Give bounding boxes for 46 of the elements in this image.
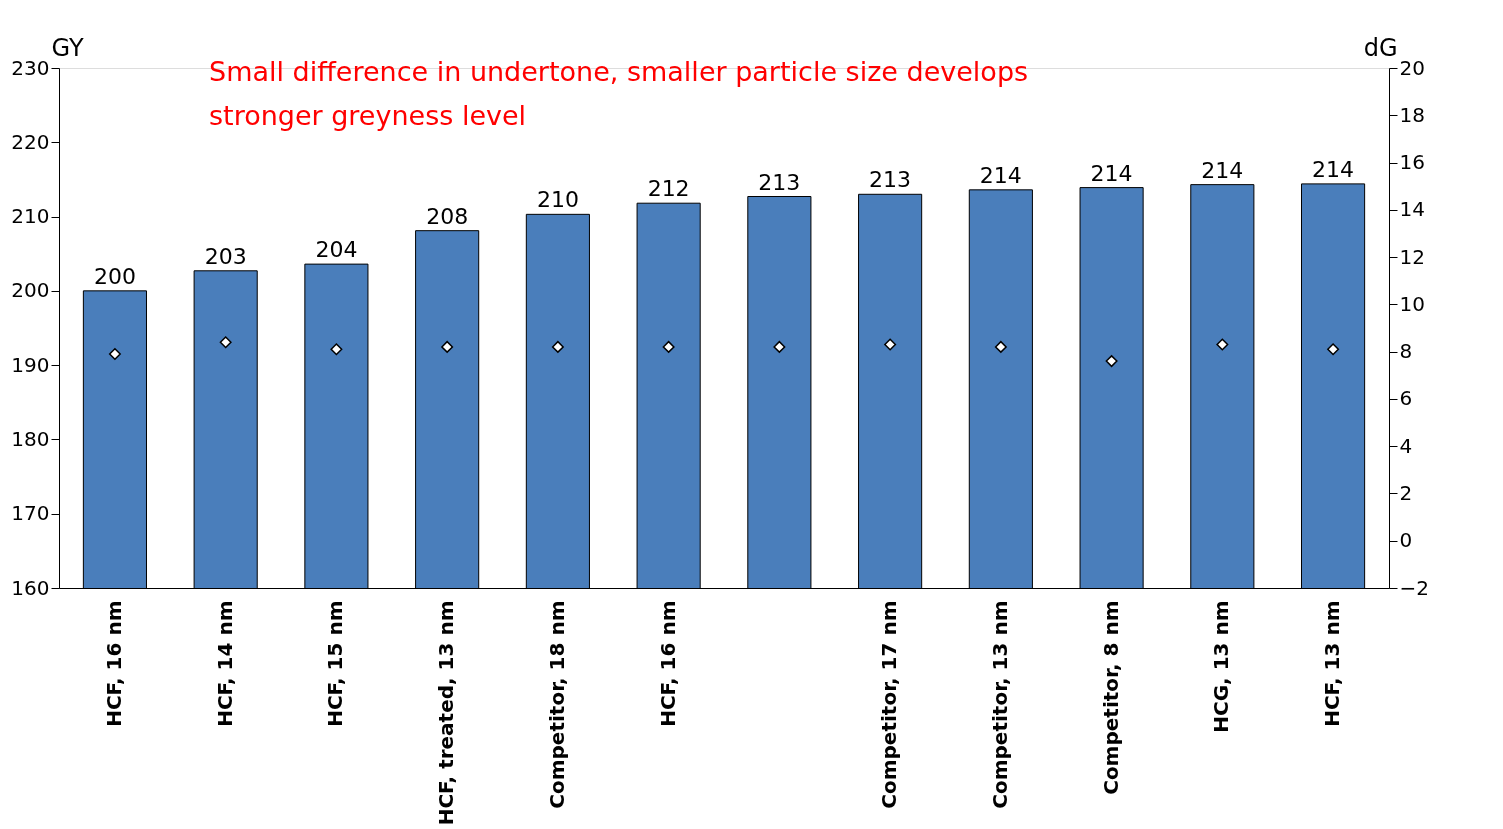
y2-tick-label: 20 <box>1399 55 1425 80</box>
y2-axis-title: dG <box>1363 33 1398 62</box>
x-tick-label: HCF, 15 nm <box>323 600 348 727</box>
x-tick-label: HCF, 14 nm <box>212 600 237 727</box>
x-tick-label: HCF, 16 nm <box>101 600 126 727</box>
data-label: 213 <box>869 167 912 193</box>
data-label: 214 <box>979 162 1022 188</box>
x-tick-label: Competitor, 13 nm <box>987 600 1012 809</box>
y-tick-label: 230 <box>11 55 50 80</box>
data-label: 214 <box>1090 160 1133 186</box>
data-label: 204 <box>315 237 358 263</box>
data-label: 214 <box>1312 156 1355 182</box>
y-tick-label: 170 <box>11 501 50 526</box>
data-label: 214 <box>1201 157 1244 183</box>
y2-tick-label: 6 <box>1399 386 1413 411</box>
y-tick-label: 200 <box>11 278 50 303</box>
y-tick-label: 210 <box>11 204 50 229</box>
x-tick-label: HCF, 16 nm <box>655 600 680 727</box>
data-label: 200 <box>93 263 136 289</box>
data-label: 212 <box>647 176 690 202</box>
y-tick-label: 180 <box>11 426 50 451</box>
y2-tick-label: 2 <box>1399 480 1413 505</box>
y2-tick-label: 10 <box>1399 291 1425 316</box>
data-label: 203 <box>204 243 247 269</box>
annotation: Small difference in undertone, smaller particle size develops stronger greyness level <box>209 56 1029 131</box>
y2-tick-label: 8 <box>1399 339 1413 364</box>
y-tick-label: 160 <box>11 575 50 600</box>
data-label: 208 <box>426 203 469 229</box>
x-tick-label: Competitor, 8 nm <box>1098 600 1123 795</box>
x-tick-label: Competitor, 18 nm <box>544 600 569 809</box>
y2-tick-label: 4 <box>1399 433 1413 458</box>
x-tick-label: HCF, 13 nm <box>1320 600 1345 727</box>
y-axis-title: GY <box>51 33 84 62</box>
y2-tick-label: 16 <box>1399 150 1425 175</box>
y-tick-label: 190 <box>11 352 50 377</box>
y2-tick-label: 14 <box>1399 197 1425 222</box>
y-tick-label: 220 <box>11 129 50 154</box>
x-tick-label: HCG, 13 nm <box>1209 600 1234 733</box>
y2-tick-label: 12 <box>1399 244 1425 269</box>
y2-tick-label: 18 <box>1399 102 1425 127</box>
data-label: 210 <box>536 187 579 213</box>
data-label: 213 <box>758 169 801 195</box>
y2-tick-label: 0 <box>1399 528 1413 553</box>
x-tick-label: Competitor, 17 nm <box>877 600 902 809</box>
x-tick-label: HCF, treated, 13 nm <box>434 600 459 826</box>
y2-tick-label: −2 <box>1399 575 1429 600</box>
